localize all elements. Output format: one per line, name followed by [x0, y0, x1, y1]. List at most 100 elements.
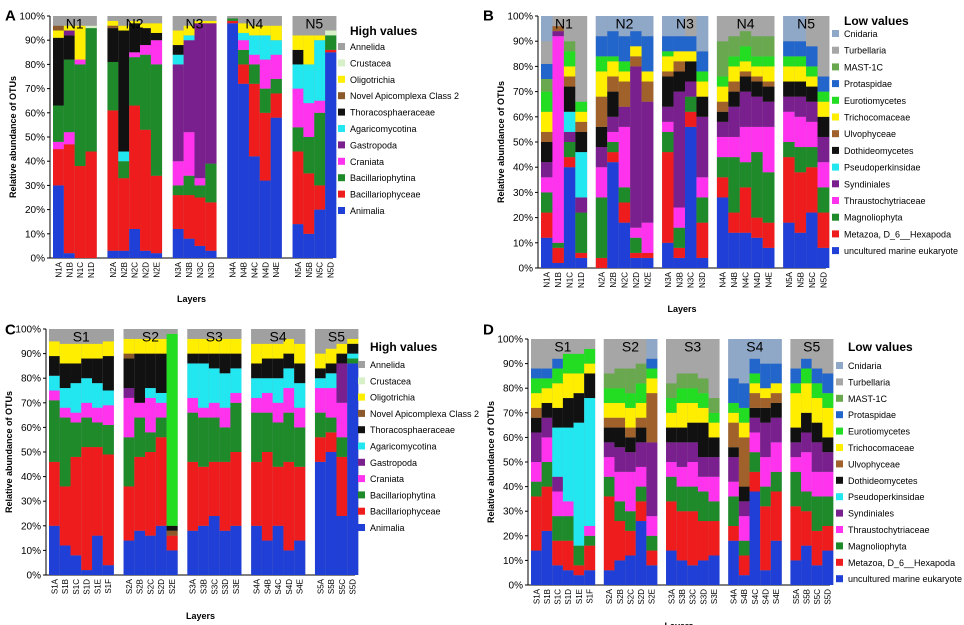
bar-segment: [292, 64, 304, 89]
bar-segment: [261, 392, 273, 413]
bar-segment: [749, 417, 761, 433]
legend-entry: Gastropoda: [370, 458, 417, 468]
bar-segment: [625, 511, 637, 531]
bar-segment: [81, 570, 93, 575]
bar-segment: [272, 466, 284, 526]
bar-segment: [292, 224, 304, 258]
bar-segment: [662, 56, 674, 72]
bar-segment: [728, 525, 740, 541]
bar-segment: [817, 212, 830, 248]
bar-segment: [283, 550, 295, 575]
bar-segment: [676, 402, 688, 428]
bar-segment: [102, 454, 114, 566]
bar-segment: [794, 41, 807, 57]
bar-segment: [614, 501, 626, 522]
legend-swatch: [358, 361, 365, 368]
legend-swatch: [836, 575, 843, 583]
bar-segment: [336, 515, 348, 575]
bar-segment: [646, 393, 658, 443]
bar-segment: [166, 333, 178, 526]
legend-entry: Bacillariophytina: [350, 173, 416, 183]
bar-segment: [294, 407, 306, 428]
bar-segment: [646, 565, 658, 585]
bar-segment: [336, 353, 348, 364]
bar-segment: [563, 66, 576, 77]
bar-segment: [646, 378, 658, 394]
bar-segment: [708, 412, 720, 423]
bar-segment: [129, 228, 141, 258]
bar-segment: [687, 511, 699, 566]
bar-segment: [562, 501, 574, 517]
bar-segment: [618, 222, 631, 268]
bar-segment: [541, 388, 553, 403]
bar-segment: [118, 250, 130, 258]
bar-segment: [641, 71, 654, 82]
bar-segment: [685, 36, 697, 52]
y-tick-label: 70%: [513, 87, 533, 98]
bar-segment: [739, 31, 752, 47]
bar-segment: [531, 417, 542, 433]
bar-segment: [102, 390, 114, 406]
bar-segment: [85, 25, 97, 29]
bar-segment: [770, 393, 782, 403]
bar-segment: [183, 132, 195, 176]
bar-segment: [573, 373, 585, 394]
bar-segment: [63, 16, 76, 26]
y-tick-label: 0%: [509, 581, 524, 592]
bar-segment: [563, 76, 576, 87]
bar-segment: [728, 339, 740, 379]
bar-segment: [102, 565, 114, 575]
legend-entry: Cnidaria: [844, 29, 878, 39]
bar-segment: [751, 81, 764, 97]
panel-B: B 0% 10% 20% 30% 40% 50% 60% 70% 80% 90% 100% Relati…: [483, 7, 958, 314]
bar-segment: [166, 329, 178, 334]
bar-segment: [673, 51, 686, 62]
bar-segment: [53, 105, 65, 142]
legend-entry: Craniata: [350, 157, 384, 167]
bar-segment: [531, 339, 542, 369]
bar-segment: [541, 79, 553, 92]
bar-segment: [760, 486, 772, 507]
bar-segment: [822, 437, 834, 453]
legend-entry: Dothideomycetes: [844, 146, 914, 156]
bar-segment: [251, 378, 263, 398]
bar-segment: [625, 555, 637, 585]
bar-segment: [81, 447, 93, 571]
bar-segment: [259, 35, 271, 60]
bar-segment: [697, 422, 709, 458]
bar-segment: [603, 373, 615, 389]
bar-segment: [294, 343, 306, 364]
bar-segment: [208, 368, 220, 403]
bar-segment: [283, 353, 295, 369]
bar-segment: [728, 496, 740, 526]
bar-segment: [618, 61, 631, 72]
bar-segment: [283, 412, 295, 462]
bar-segment: [760, 506, 772, 571]
x-tick-label: N2A: [109, 261, 118, 277]
bar-segment: [219, 329, 231, 339]
bar-segment: [81, 343, 93, 359]
bar-segment: [314, 100, 326, 113]
bar-segment: [817, 16, 830, 77]
bar-segment: [283, 388, 295, 413]
bar-segment: [92, 407, 104, 423]
x-tick-label: N1D: [577, 272, 586, 288]
bar-segment: [49, 390, 61, 401]
bar-segment: [541, 131, 553, 142]
group-label: S5: [803, 338, 820, 354]
bar-segment: [70, 329, 82, 344]
x-tick-label: S3D: [699, 589, 708, 605]
bar-segment: [531, 550, 542, 585]
group-label: S2: [142, 328, 159, 344]
bar-segment: [770, 442, 782, 472]
bar-segment: [283, 338, 295, 354]
bar-segment: [595, 96, 608, 127]
bar-segment: [801, 339, 813, 359]
bar-segment: [150, 23, 163, 33]
bar-segment: [325, 417, 337, 433]
bar-segment: [325, 16, 337, 31]
bar-segment: [728, 412, 740, 423]
legend-swatch: [358, 475, 365, 483]
bar-segment: [728, 56, 741, 67]
bar-segment: [739, 91, 752, 127]
